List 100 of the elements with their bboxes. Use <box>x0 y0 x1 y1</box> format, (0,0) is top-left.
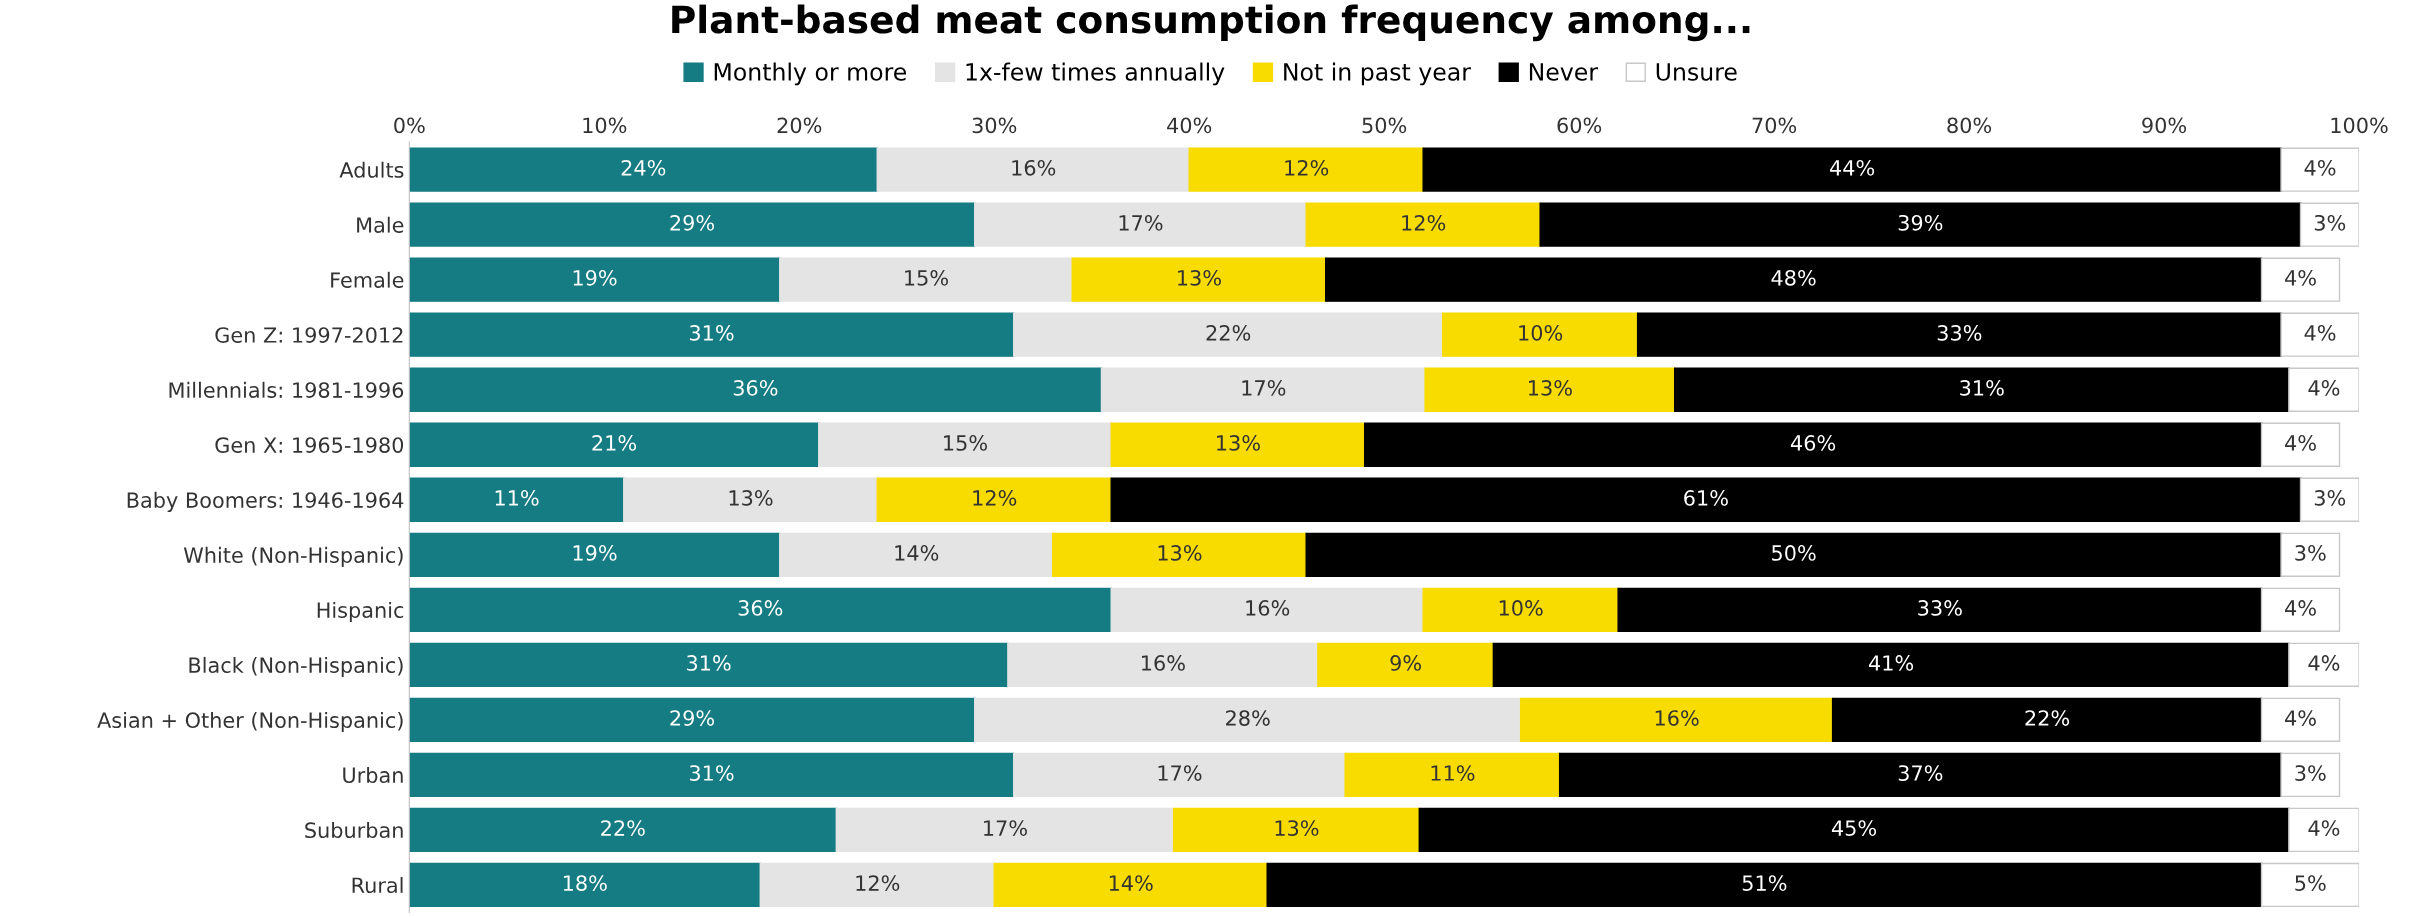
data-label: 12% <box>856 875 900 891</box>
data-label: 18% <box>563 875 607 891</box>
y-tick-label: Black (Non-Hispanic) <box>189 656 403 678</box>
y-tick-label: Millennials: 1981-1996 <box>169 381 404 398</box>
bar <box>1558 752 2282 798</box>
y-tick-label: Adults <box>339 161 404 178</box>
data-label: 10% <box>1499 600 1543 616</box>
data-label: 31% <box>687 655 731 671</box>
data-label: 13% <box>1217 435 1260 451</box>
data-label: 11% <box>1431 765 1475 781</box>
bar <box>1324 257 2263 302</box>
data-label: 4% <box>2308 380 2340 396</box>
bar <box>409 312 1015 357</box>
data-label: 4% <box>2308 655 2340 671</box>
y-tick-label: Male <box>357 216 404 233</box>
data-label: 61% <box>1684 490 1728 506</box>
bar <box>2299 477 2360 522</box>
bar <box>2288 367 2360 412</box>
bar <box>1013 312 1444 357</box>
bar <box>2280 752 2341 798</box>
bar <box>1110 422 1366 467</box>
data-label: 16% <box>1012 159 1056 176</box>
data-label: 19% <box>573 269 617 286</box>
bar <box>409 752 1015 798</box>
data-label: 4% <box>2285 435 2316 451</box>
bar <box>2280 147 2360 192</box>
bar <box>1007 642 1319 687</box>
y-tick-label: Gen X: 1965-1980 <box>215 437 404 453</box>
bar <box>1636 312 2282 357</box>
bar <box>1266 862 2263 908</box>
bar <box>1831 697 2263 742</box>
legend-label: Never <box>1529 63 1599 81</box>
y-tick-label: Gen Z: 1997-2012 <box>215 327 403 343</box>
legend-label: Monthly or more <box>714 62 907 86</box>
chart-title: Plant-based meat consumption frequency among... <box>672 4 1750 42</box>
data-label: 28% <box>1226 710 1270 726</box>
data-label: 36% <box>733 380 778 396</box>
data-label: 41% <box>1868 655 1914 671</box>
data-label: 31% <box>689 324 734 341</box>
data-label: 22% <box>1206 324 1251 341</box>
data-label: 17% <box>1119 214 1163 231</box>
y-tick-label: Baby Boomers: 1946-1964 <box>127 491 404 513</box>
data-label: 51% <box>1742 875 1787 891</box>
data-label: 46% <box>1790 435 1836 451</box>
data-label: 29% <box>670 214 715 231</box>
data-label: 29% <box>670 710 715 726</box>
x-tick-label: 30% <box>972 117 1017 134</box>
data-label: 12% <box>1285 159 1329 176</box>
bar <box>876 477 1112 522</box>
data-label: 33% <box>1918 600 1962 616</box>
bar <box>1492 642 2290 687</box>
data-label: 3% <box>2314 490 2346 506</box>
x-tick-label: 60% <box>1557 117 1602 134</box>
data-label: 13% <box>1178 269 1221 286</box>
bar <box>1172 807 1420 853</box>
data-label: 14% <box>1109 875 1153 891</box>
bar <box>2288 807 2360 853</box>
bar <box>1422 587 1619 632</box>
data-label: 37% <box>1898 765 1943 781</box>
bar <box>409 257 781 302</box>
bar <box>1071 257 1327 302</box>
bar <box>779 257 1073 302</box>
data-label: 4% <box>2304 324 2336 341</box>
y-tick-label: Asian + Other (Non-Hispanic) <box>97 711 403 733</box>
bar <box>1110 587 1424 632</box>
bar <box>2260 422 2341 467</box>
data-label: 4% <box>2285 710 2316 726</box>
y-tick-label: Rural <box>352 876 403 894</box>
bar <box>779 532 1054 577</box>
bar <box>409 202 976 247</box>
x-tick-label: 0% <box>394 117 425 134</box>
data-label: 13% <box>1275 820 1319 836</box>
data-label: 16% <box>1655 710 1699 726</box>
x-tick-label: 10% <box>583 117 627 134</box>
y-tick-label: White (Non-Hispanic) <box>183 546 403 568</box>
data-label: 17% <box>1158 765 1202 781</box>
data-label: 31% <box>1960 380 2004 396</box>
data-label: 11% <box>495 490 539 506</box>
bar <box>623 477 878 522</box>
bar <box>759 862 995 908</box>
bar <box>409 147 878 192</box>
bar <box>409 367 1103 412</box>
bar <box>409 422 820 467</box>
bar <box>1539 202 2302 247</box>
bar <box>1519 697 1834 742</box>
data-label: 13% <box>1158 545 1202 561</box>
data-label: 3% <box>2295 765 2326 781</box>
bar <box>1673 367 2290 412</box>
x-tick-label: 40% <box>1167 117 1212 134</box>
data-label: 14% <box>895 545 939 561</box>
data-label: 12% <box>973 490 1017 506</box>
data-label: 17% <box>984 820 1027 836</box>
bar <box>974 697 1522 742</box>
bar <box>409 862 761 908</box>
legend-label: 1x-few times annually <box>966 62 1225 86</box>
y-tick-label: Suburban <box>305 821 403 839</box>
bar <box>1424 367 1676 412</box>
y-tick-label: Female <box>331 271 404 288</box>
data-label: 33% <box>1937 324 1982 341</box>
data-label: 21% <box>592 435 637 451</box>
